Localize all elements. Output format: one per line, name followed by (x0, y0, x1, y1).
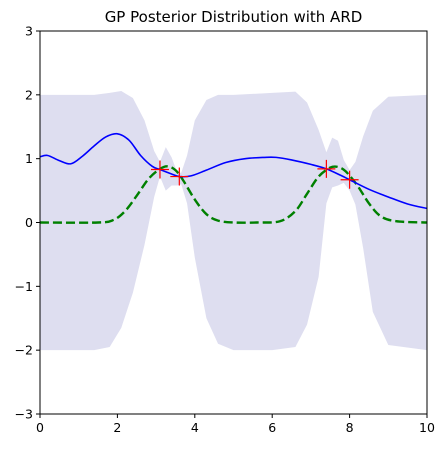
y-tick-label: 1 (25, 151, 33, 166)
x-tick-label: 2 (113, 420, 121, 435)
y-tick-label: −3 (15, 407, 33, 422)
y-tick-label: −1 (15, 279, 33, 294)
observation-marker (340, 170, 359, 189)
x-tick-label: 8 (346, 420, 354, 435)
posterior-mean-line (40, 132, 427, 210)
y-tick-label: −2 (15, 343, 33, 358)
chart-title: GP Posterior Distribution with ARD (105, 8, 363, 26)
y-tick-label: 0 (25, 215, 33, 230)
x-tick-label: 6 (268, 420, 276, 435)
plot-area (40, 91, 427, 351)
observation-marker (150, 160, 169, 179)
y-tick-label: 3 (25, 24, 33, 39)
plot-clip-group (40, 91, 427, 351)
axes: 0 2 4 6 8 10 −3 −2 −1 0 1 2 3 (15, 24, 435, 436)
x-tick-label: 0 (36, 420, 44, 435)
x-tick-label: 10 (419, 420, 435, 435)
uncertainty-band (40, 91, 427, 351)
observation-marker (317, 159, 336, 178)
y-tick-label: 2 (25, 87, 33, 102)
x-tick-label: 4 (191, 420, 199, 435)
true-function-line (40, 165, 427, 224)
observation-marker (170, 167, 189, 186)
